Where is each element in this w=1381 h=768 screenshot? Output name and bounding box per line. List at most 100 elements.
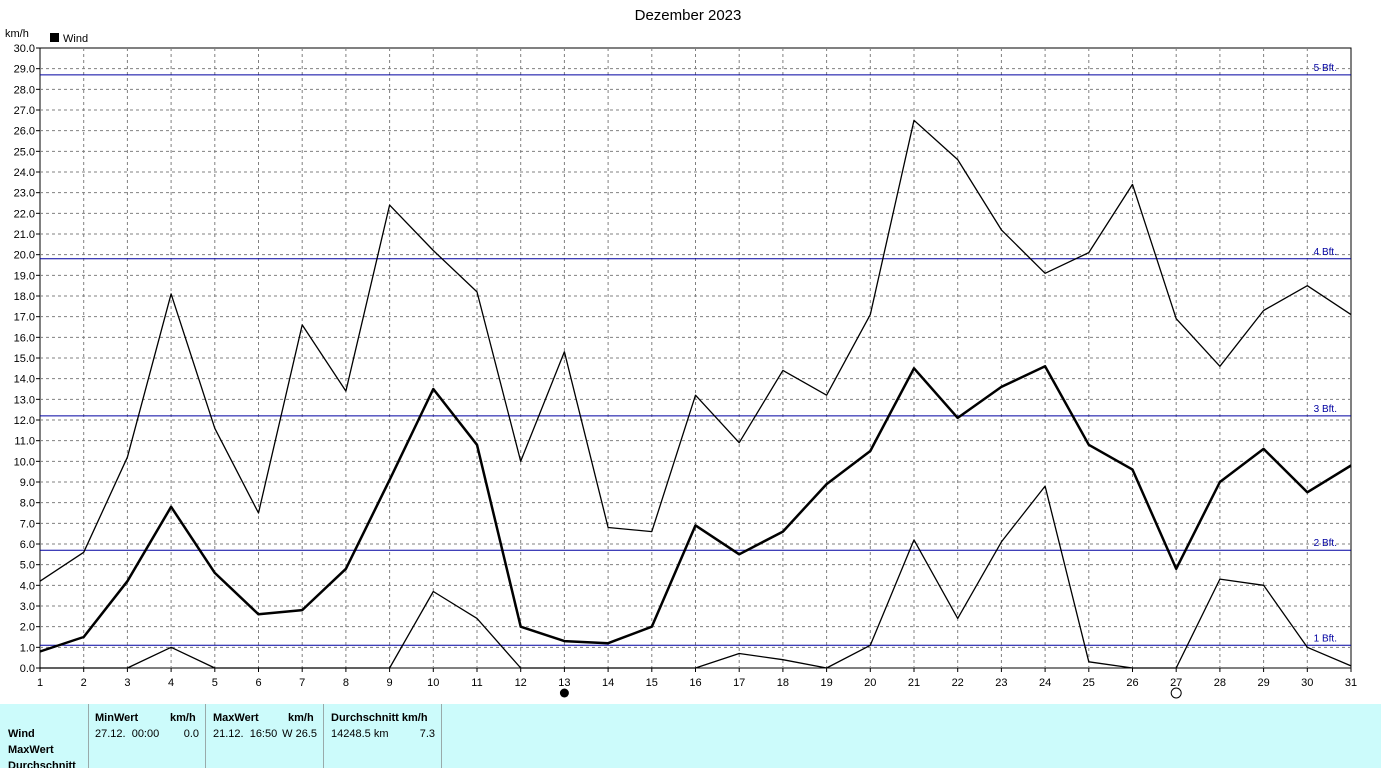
stats-panel: Wind MaxWert Durchschnitt MinWert km/h 2… [0,704,1381,768]
y-tick-label: 6.0 [20,539,35,551]
y-tick-label: 0.0 [20,663,35,675]
y-tick-label: 28.0 [14,84,35,96]
durchschnitt-distance: 14248.5 km [331,728,389,740]
x-tick-label: 18 [777,677,789,689]
wind-series-line-1 [39,119,1352,582]
row-label-wind: Wind [8,728,35,740]
y-tick-label: 10.0 [14,456,35,468]
x-tick-label: 31 [1345,677,1357,689]
x-tick-label: 23 [995,677,1007,689]
x-tick-label: 28 [1214,677,1226,689]
x-tick-label: 4 [168,677,174,689]
y-tick-label: 2.0 [20,622,35,634]
y-tick-label: 11.0 [14,436,35,448]
y-tick-label: 18.0 [14,291,35,303]
moon-phases [559,687,1182,699]
beaufort-label: 3 Bft. [1314,404,1337,415]
row-label-durchschnitt: Durchschnitt [8,760,76,768]
y-tick-label: 14.0 [14,374,35,386]
x-tick-label: 24 [1039,677,1051,689]
y-tick-label: 1.0 [20,642,35,654]
x-tick-label: 12 [515,677,527,689]
legend-label: Wind [63,33,88,45]
y-tick-label: 24.0 [14,167,35,179]
y-tick-label: 25.0 [14,146,35,158]
y-tick-label: 26.0 [14,126,35,138]
x-tick-label: 25 [1083,677,1095,689]
y-tick-label: 3.0 [20,601,35,613]
y-tick-label: 17.0 [14,312,35,324]
y-tick-label: 15.0 [14,353,35,365]
minwert-unit: km/h [170,712,196,724]
x-tick-label: 2 [81,677,87,689]
maxwert-column: MaxWert km/h 21.12. 16:50 W 26.5 [205,704,323,768]
beaufort-label: 5 Bft. [1314,63,1337,74]
x-axis: 1 2 3 4 5 6 7 8 9 10 11 12 13 14 15 16 17 18 19 20 21 22 23 24 2… [37,668,1357,689]
x-tick-label: 13 [558,677,570,689]
y-tick-label: 16.0 [14,332,35,344]
x-tick-label: 1 [37,677,43,689]
y-tick-label: 5.0 [20,560,35,572]
y-tick-label: 21.0 [14,229,35,241]
wind-series-line-2 [39,365,1352,653]
minwert-value: 0.0 [183,728,199,740]
x-tick-label: 26 [1126,677,1138,689]
wind-chart: Dezember 2023 km/h Wind 1 Bft. 2 Bft. 3 Bf… [5,7,1357,699]
x-tick-label: 29 [1257,677,1269,689]
y-tick-label: 9.0 [20,477,35,489]
y-tick-label: 19.0 [14,270,35,282]
maxwert-header: MaxWert [213,712,259,724]
x-tick-label: 14 [602,677,614,689]
x-tick-label: 10 [427,677,439,689]
x-tick-label: 15 [646,677,658,689]
x-tick-label: 5 [212,677,218,689]
x-tick-label: 9 [387,677,393,689]
x-tick-label: 7 [299,677,305,689]
minwert-header: MinWert [95,712,139,724]
x-tick-label: 8 [343,677,349,689]
x-tick-label: 6 [255,677,261,689]
minwert-time: 27.12. 00:00 [95,728,160,740]
durchschnitt-value: 7.3 [419,728,435,740]
chart-title: Dezember 2023 [635,7,742,24]
maxwert-time: 21.12. 16:50 [213,728,278,740]
y-tick-label: 29.0 [14,64,35,76]
row-label-maxwert: MaxWert [8,744,54,756]
x-tick-label: 11 [471,677,482,689]
maxwert-unit: km/h [288,712,314,724]
y-tick-label: 20.0 [14,250,35,262]
y-axis-unit: km/h [5,28,29,40]
x-tick-label: 3 [124,677,130,689]
x-tick-label: 20 [864,677,876,689]
beaufort-lines: 1 Bft. 2 Bft. 3 Bft. 4 Bft. 5 Bft. [40,63,1351,646]
stats-row-labels: Wind MaxWert Durchschnitt [8,726,76,768]
new-moon-icon [559,688,569,698]
y-tick-label: 22.0 [14,208,35,220]
beaufort-label: 4 Bft. [1314,247,1337,258]
y-tick-label: 27.0 [14,105,35,117]
beaufort-label: 1 Bft. [1314,633,1337,644]
y-axis: 0.0 1.0 2.0 3.0 4.0 5.0 6.0 7.0 8.0 9.0 10.0 11.0 12… [14,43,40,675]
y-tick-label: 4.0 [20,580,35,592]
maxwert-value: W 26.5 [282,728,317,740]
x-tick-label: 19 [820,677,832,689]
beaufort-label: 2 Bft. [1314,538,1337,549]
grid [40,48,1351,668]
durchschnitt-header: Durchschnitt km/h [331,712,428,724]
full-moon-icon [1170,687,1182,699]
y-tick-label: 23.0 [14,188,35,200]
durchschnitt-column: Durchschnitt km/h 14248.5 km 7.3 [323,704,442,768]
legend-swatch [50,33,59,42]
x-tick-label: 17 [733,677,745,689]
y-tick-label: 7.0 [20,518,35,530]
x-tick-label: 16 [689,677,701,689]
x-tick-label: 21 [908,677,920,689]
x-tick-label: 27 [1170,677,1182,689]
y-tick-label: 30.0 [14,43,35,55]
y-tick-label: 13.0 [14,394,35,406]
y-tick-label: 12.0 [14,415,35,427]
x-tick-label: 22 [952,677,964,689]
y-tick-label: 8.0 [20,498,35,510]
minwert-column: MinWert km/h 27.12. 00:00 0.0 [88,704,205,768]
x-tick-label: 30 [1301,677,1313,689]
